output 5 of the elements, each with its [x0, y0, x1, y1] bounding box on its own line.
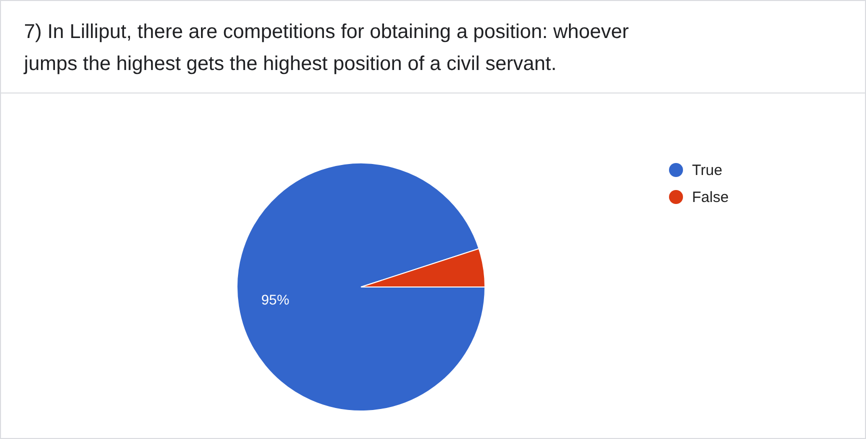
data-label: 95% — [261, 291, 290, 308]
legend-label: True — [692, 162, 722, 179]
pie-slice — [236, 162, 486, 412]
legend-label: False — [692, 189, 729, 206]
chart-title: 7) In Lilliput, there are competitions for obtaining a position: whoever jumps the highest gets the highest position of a civil servant. — [23, 21, 630, 75]
